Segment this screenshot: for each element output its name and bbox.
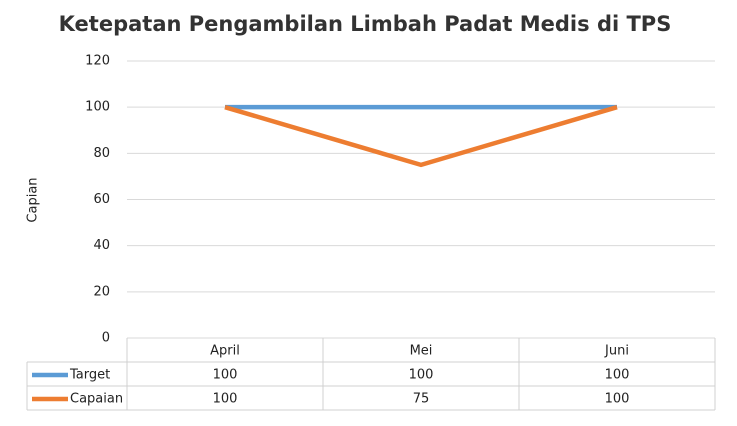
table-value: 100 (409, 368, 434, 383)
y-tick-label: 20 (93, 284, 110, 299)
table-value: 100 (213, 368, 238, 383)
legend-label: Capaian (70, 392, 123, 407)
table-value: 75 (413, 392, 430, 407)
table-value: 100 (213, 392, 238, 407)
line-series (224, 105, 618, 168)
x-tick-label: Mei (410, 344, 433, 359)
x-tick-label: April (210, 344, 240, 359)
chart-title: Ketepatan Pengambilan Limbah Padat Medis… (59, 12, 672, 36)
table-value: 100 (605, 368, 630, 383)
y-tick-label: 60 (93, 192, 110, 207)
y-tick-label: 100 (85, 100, 110, 115)
y-tick-label: 0 (102, 331, 110, 346)
table-value: 100 (605, 392, 630, 407)
legend-label: Target (69, 368, 110, 383)
y-tick-label: 40 (93, 238, 110, 253)
y-axis-label: Capian (26, 177, 41, 222)
y-tick-label: 120 (85, 54, 110, 69)
y-tick-label: 80 (93, 146, 110, 161)
x-tick-label: Juni (604, 344, 629, 359)
